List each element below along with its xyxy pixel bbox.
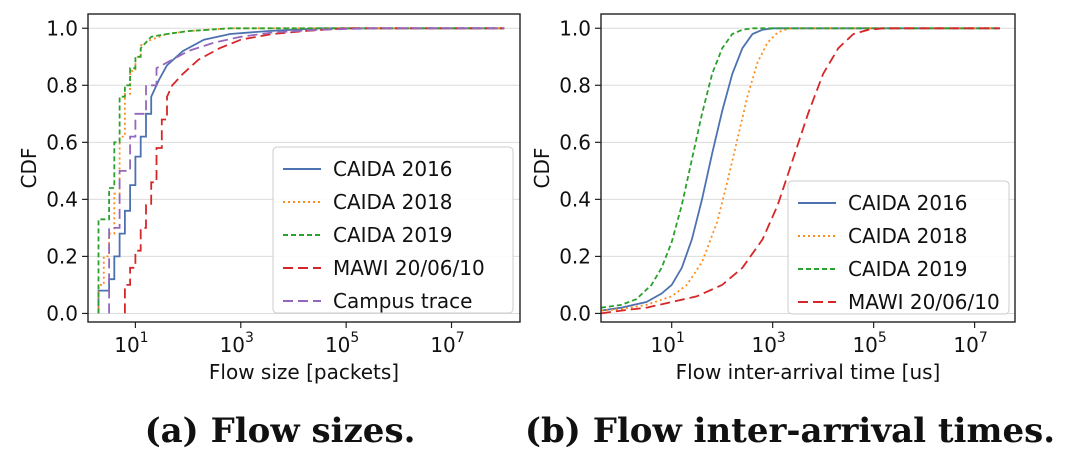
legend-box <box>272 146 514 314</box>
legend-label: CAIDA 2018 <box>333 190 453 214</box>
y-tick-label: 0.2 <box>559 244 591 268</box>
x-tick-label: 107 <box>953 330 987 357</box>
legend-box <box>787 180 1010 315</box>
series-line-2 <box>97 27 505 314</box>
x-tick-exponent: 5 <box>350 330 359 346</box>
x-axis-title: Flow size [packets] <box>209 360 399 384</box>
x-tick-base: 10 <box>751 333 776 357</box>
y-tick-label: 0.8 <box>46 73 78 97</box>
y-tick-label: 1.0 <box>46 16 78 40</box>
x-axis-title: Flow inter-arrival time [us] <box>676 360 941 384</box>
series-line-4 <box>108 27 505 314</box>
x-tick-base: 10 <box>430 333 455 357</box>
subfigure-caption: (b) Flow inter-arrival times. <box>525 411 1055 451</box>
plot-frame <box>600 13 1016 323</box>
legend-label: CAIDA 2016 <box>848 191 968 215</box>
y-tick-label: 0.0 <box>46 301 78 325</box>
y-tick-label: 1.0 <box>559 16 591 40</box>
legend-label: MAWI 20/06/10 <box>333 256 485 280</box>
x-tick-base: 10 <box>953 333 978 357</box>
legend-label: CAIDA 2018 <box>848 224 968 248</box>
x-tick-label: 105 <box>325 330 359 357</box>
y-tick-label: 0.6 <box>559 130 591 154</box>
y-tick-label: 0.2 <box>46 244 78 268</box>
x-tick-label: 103 <box>220 330 254 357</box>
y-tick-label: 0.4 <box>46 187 78 211</box>
x-tick-exponent: 7 <box>979 330 988 346</box>
x-tick-base: 10 <box>220 333 245 357</box>
legend-label: Campus trace <box>333 289 472 313</box>
x-tick-base: 10 <box>852 333 877 357</box>
series-line-3 <box>600 27 1000 315</box>
x-tick-base: 10 <box>650 333 675 357</box>
legend: CAIDA 2016 CAIDA 2018 CAIDA 2019 MAWI 20/06… <box>787 180 1010 315</box>
x-tick-label: 101 <box>114 330 148 357</box>
y-tick-label: 0.8 <box>559 73 591 97</box>
x-tick-exponent: 7 <box>456 330 465 346</box>
series-line-2 <box>600 27 1000 309</box>
legend: CAIDA 2016 CAIDA 2018 CAIDA 2019 MAWI 20/06… <box>272 146 514 314</box>
x-tick-base: 10 <box>325 333 350 357</box>
series-line-3 <box>124 27 505 314</box>
legend-label: CAIDA 2016 <box>333 157 453 181</box>
x-tick-label: 105 <box>852 330 886 357</box>
y-tick-label: 0.4 <box>559 187 591 211</box>
y-tick-label: 0.6 <box>46 130 78 154</box>
x-tick-exponent: 3 <box>777 330 786 346</box>
x-tick-base: 10 <box>114 333 139 357</box>
x-tick-exponent: 3 <box>245 330 254 346</box>
y-axis-title: CDF <box>530 148 554 189</box>
x-tick-label: 103 <box>751 330 785 357</box>
y-axis-title: CDF <box>17 148 41 189</box>
subfigure-caption: (a) Flow sizes. <box>145 411 416 451</box>
x-tick-label: 101 <box>650 330 684 357</box>
legend-label: MAWI 20/06/10 <box>848 290 1000 314</box>
x-tick-exponent: 1 <box>676 330 685 346</box>
y-tick-label: 0.0 <box>559 301 591 325</box>
series-line-0 <box>97 27 505 314</box>
series-line-1 <box>97 27 505 314</box>
x-tick-exponent: 5 <box>878 330 887 346</box>
legend-label: CAIDA 2019 <box>848 257 968 281</box>
x-tick-label: 107 <box>430 330 464 357</box>
legend-label: CAIDA 2019 <box>333 223 453 247</box>
x-tick-exponent: 1 <box>140 330 149 346</box>
plot-frame <box>87 13 521 323</box>
series-line-0 <box>600 27 1000 312</box>
